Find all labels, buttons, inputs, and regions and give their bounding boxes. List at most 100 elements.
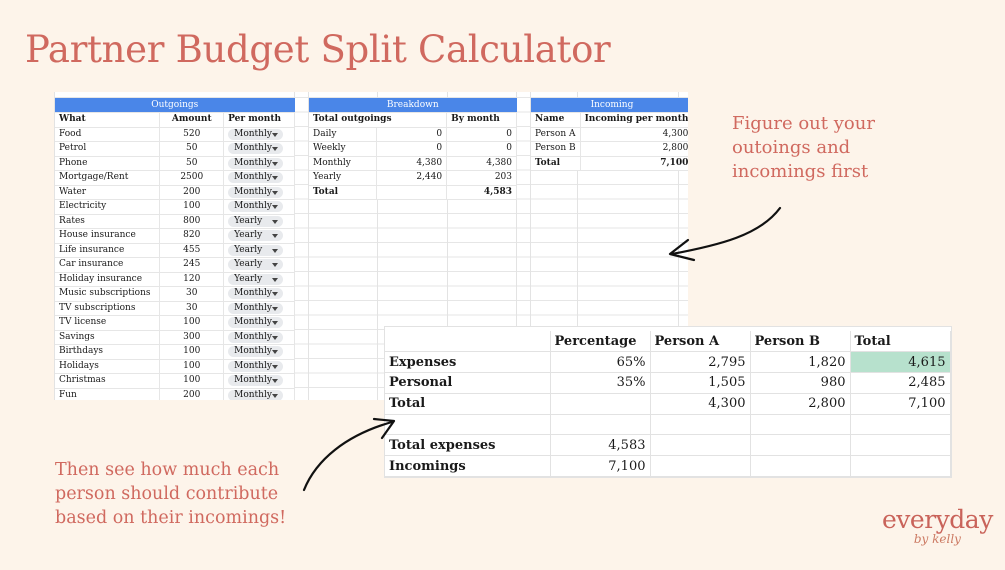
cell-what[interactable]: Water [55, 185, 161, 200]
cell-by-month[interactable]: 203 [446, 170, 517, 186]
cell-what[interactable]: House insurance [55, 228, 161, 244]
cell-by-month[interactable]: 4,380 [446, 156, 517, 171]
row-label[interactable]: Monthly [309, 156, 378, 171]
cell-amount[interactable]: 50 [159, 141, 225, 157]
cell-total-highlighted[interactable]: 4,615 [850, 351, 951, 374]
row-label[interactable]: Yearly [309, 170, 378, 186]
frequency-dropdown[interactable]: Monthly [228, 288, 284, 300]
cell-amount[interactable]: 30 [159, 286, 225, 302]
cell-amount[interactable]: 100 [159, 315, 225, 331]
cell-value[interactable]: 2,800 [580, 141, 688, 157]
frequency-dropdown[interactable]: Monthly [228, 317, 284, 329]
empty-cell[interactable] [376, 185, 448, 200]
cell-amount[interactable]: 100 [159, 359, 225, 374]
cell-value[interactable]: 7,100 [580, 156, 688, 171]
cell-what[interactable]: Music subscriptions [55, 286, 161, 302]
cell-person-b[interactable]: 1,820 [750, 351, 851, 374]
frequency-dropdown[interactable]: Monthly [228, 201, 284, 213]
empty-cell[interactable] [750, 455, 851, 478]
cell-amount[interactable]: 100 [159, 373, 225, 389]
cell-amount[interactable]: 455 [159, 243, 225, 258]
cell-what[interactable]: Life insurance [55, 243, 161, 258]
row-label[interactable]: Total [385, 393, 551, 415]
cell-person-b[interactable]: 2,800 [750, 393, 851, 415]
cell-amount[interactable]: 300 [159, 330, 225, 345]
cell-total[interactable]: 2,440 [376, 170, 448, 186]
cell-what[interactable]: Rates [55, 214, 161, 229]
empty-header-cell[interactable] [385, 331, 551, 353]
cell-person-a[interactable]: 2,795 [650, 351, 751, 374]
row-label[interactable]: Weekly [309, 141, 378, 157]
cell-name[interactable]: Total [531, 156, 581, 171]
cell-amount[interactable]: 245 [159, 257, 225, 273]
cell-amount[interactable]: 200 [159, 388, 225, 400]
cell-amount[interactable]: 30 [159, 301, 225, 316]
cell-amount[interactable]: 120 [159, 272, 225, 287]
cell-what[interactable]: Holidays [55, 359, 161, 374]
empty-cell[interactable] [650, 434, 751, 457]
cell-total-expenses[interactable]: 4,583 [550, 434, 651, 457]
cell-person-a[interactable]: 4,300 [650, 393, 751, 415]
cell-amount[interactable]: 2500 [159, 170, 225, 186]
cell-person-a[interactable]: 1,505 [650, 372, 751, 394]
row-label[interactable]: Personal [385, 372, 551, 394]
frequency-dropdown[interactable]: Monthly [228, 128, 284, 140]
cell-what[interactable]: TV subscriptions [55, 301, 161, 316]
row-label[interactable]: Total expenses [385, 434, 551, 457]
cell-amount[interactable]: 800 [159, 214, 225, 229]
empty-cell[interactable] [750, 414, 851, 436]
row-label[interactable]: Incomings [385, 455, 551, 478]
frequency-dropdown[interactable]: Yearly [228, 244, 284, 256]
empty-cell[interactable] [385, 414, 551, 436]
frequency-dropdown[interactable]: Monthly [228, 172, 284, 184]
cell-total[interactable]: 0 [376, 127, 448, 142]
cell-person-b[interactable]: 980 [750, 372, 851, 394]
cell-what[interactable]: Phone [55, 156, 161, 171]
row-label[interactable]: Total [309, 185, 378, 200]
frequency-dropdown[interactable]: Monthly [228, 143, 284, 155]
empty-cell[interactable] [550, 414, 651, 436]
cell-what[interactable]: Electricity [55, 199, 161, 215]
cell-what[interactable]: Savings [55, 330, 161, 345]
frequency-dropdown[interactable]: Monthly [228, 375, 284, 387]
frequency-dropdown[interactable]: Monthly [228, 346, 284, 358]
cell-what[interactable]: Christmas [55, 373, 161, 389]
cell-what[interactable]: Car insurance [55, 257, 161, 273]
frequency-dropdown[interactable]: Monthly [228, 389, 284, 400]
frequency-dropdown[interactable]: Monthly [228, 360, 284, 372]
empty-cell[interactable] [650, 455, 751, 478]
cell-percentage[interactable]: 35% [550, 372, 651, 394]
cell-amount[interactable]: 520 [159, 127, 225, 142]
row-label[interactable]: Daily [309, 127, 378, 142]
cell-percentage[interactable]: 65% [550, 351, 651, 374]
cell-total[interactable]: 7,100 [850, 393, 951, 415]
cell-what[interactable]: Birthdays [55, 344, 161, 360]
cell-incomings[interactable]: 7,100 [550, 455, 651, 478]
cell-value[interactable]: 4,300 [580, 127, 688, 142]
frequency-dropdown[interactable]: Yearly [228, 259, 284, 271]
cell-total[interactable]: 2,485 [850, 372, 951, 394]
cell-what[interactable]: Fun [55, 388, 161, 400]
frequency-dropdown[interactable]: Yearly [228, 230, 284, 242]
cell-by-month[interactable]: 0 [446, 141, 517, 157]
cell-by-month[interactable]: 0 [446, 127, 517, 142]
empty-cell[interactable] [650, 414, 751, 436]
cell-amount[interactable]: 100 [159, 199, 225, 215]
cell-what[interactable]: Food [55, 127, 161, 142]
frequency-dropdown[interactable]: Yearly [228, 273, 284, 285]
cell-total[interactable]: 0 [376, 141, 448, 157]
frequency-dropdown[interactable]: Monthly [228, 186, 284, 198]
cell-name[interactable]: Person B [531, 141, 581, 157]
cell-percentage[interactable] [550, 393, 651, 415]
cell-amount[interactable]: 100 [159, 344, 225, 360]
cell-amount[interactable]: 200 [159, 185, 225, 200]
cell-amount[interactable]: 50 [159, 156, 225, 171]
frequency-dropdown[interactable]: Monthly [228, 302, 284, 314]
cell-amount[interactable]: 820 [159, 228, 225, 244]
cell-what[interactable]: Petrol [55, 141, 161, 157]
empty-cell[interactable] [850, 414, 951, 436]
cell-what[interactable]: Mortgage/Rent [55, 170, 161, 186]
cell-name[interactable]: Person A [531, 127, 581, 142]
frequency-dropdown[interactable]: Monthly [228, 331, 284, 343]
frequency-dropdown[interactable]: Monthly [228, 157, 284, 169]
